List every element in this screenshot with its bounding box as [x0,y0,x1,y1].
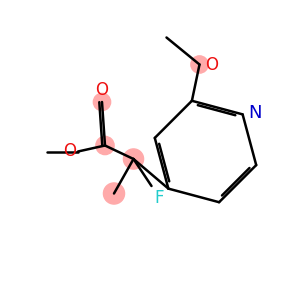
Text: F: F [154,189,164,207]
Text: O: O [205,56,218,74]
Text: O: O [64,142,76,160]
Circle shape [96,136,114,154]
Circle shape [93,93,111,111]
Text: O: O [95,81,109,99]
Circle shape [191,56,208,73]
Circle shape [123,149,144,169]
Circle shape [103,183,124,204]
Text: N: N [248,104,262,122]
